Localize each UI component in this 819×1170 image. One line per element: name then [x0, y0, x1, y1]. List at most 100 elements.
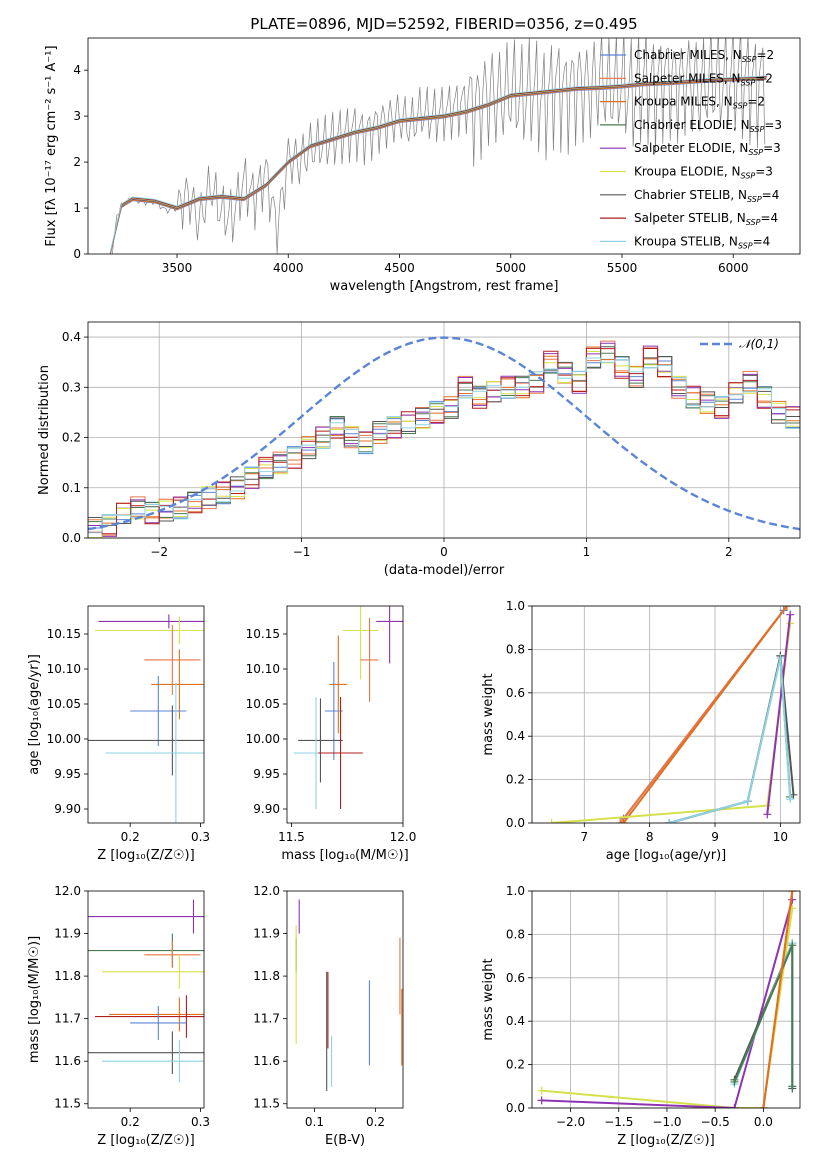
x-tick-label: 0.0 [754, 1115, 773, 1129]
gaussian-curve [88, 336, 800, 531]
x-tick-label: 0.1 [305, 1115, 324, 1129]
y-tick-label: 11.7 [253, 1012, 280, 1026]
x-tick-label: 0.2 [366, 1115, 385, 1129]
weight-marker [763, 810, 772, 819]
x-axis-label: age [log₁₀(age/yr)] [606, 848, 727, 863]
residual-legend: 𝒩(0,1) [700, 337, 779, 351]
weight-marker [730, 1077, 739, 1086]
y-tick-label: 9.95 [253, 767, 280, 781]
y-axis-label: age [log₁₀(age/yr)] [27, 654, 42, 775]
x-tick-label: 11.5 [278, 830, 305, 844]
y-tick-label: 0.2 [506, 1058, 525, 1072]
point-kroupa-elodie [95, 616, 204, 645]
x-tick-label: 0.3 [191, 1115, 210, 1129]
point-salpeter-miles [144, 942, 201, 968]
x-axis-label: Z [log₁₀(Z/Z☉)] [97, 848, 194, 863]
point-kroupa-stelib [102, 1039, 204, 1083]
y-tick-label: 12.0 [54, 884, 81, 898]
panel-age-vs-Z: 0.2 0.3 9.90 9.95 10.00 10.05 10.10 10.15 Z [log… [27, 605, 210, 863]
histogram [88, 346, 800, 526]
y-tick-label: 11.8 [253, 969, 280, 983]
gridlines [88, 322, 800, 539]
weight-marker [537, 1096, 546, 1105]
axes-frame [87, 37, 801, 255]
weight-marker [537, 1086, 546, 1095]
x-tick-label: −2.0 [556, 1115, 585, 1129]
y-tick-label: 12.0 [253, 884, 280, 898]
x-tick-label: 0.2 [121, 1115, 140, 1129]
legend-label: Chabrier STELIB, NSSP=4 [634, 188, 779, 204]
x-tick-label: −1.0 [652, 1115, 681, 1129]
y-tick-label: 9.90 [253, 802, 280, 816]
x-axis-label: wavelength [Angstrom, rest frame] [330, 279, 559, 294]
spectrum-title: PLATE=0896, MJD=52592, FIBERID=0356, z=0… [250, 15, 637, 33]
point-chabrier-stelib [298, 698, 343, 783]
plot-area [88, 614, 204, 823]
y-tick-label: 0.1 [62, 481, 81, 495]
legend-label: Chabrier ELODIE, NSSP=3 [634, 118, 782, 134]
y-axis-label: Flux [fλ 10⁻¹⁷ erg cm⁻² s⁻¹ A⁻¹] [44, 45, 59, 246]
y-tick-label: 0.8 [506, 927, 525, 941]
x-tick-label: −2 [150, 545, 168, 559]
plot-area [537, 891, 797, 1108]
point-salpeter-stelib [318, 697, 363, 809]
x-tick-label: 12.0 [390, 830, 417, 844]
point-chabrier-miles [324, 662, 343, 760]
y-tick-label: 9.90 [54, 802, 81, 816]
weight-marker [730, 1104, 739, 1108]
weight-line [541, 899, 794, 1108]
y-tick-label: 11.6 [54, 1054, 81, 1068]
gridlines [532, 605, 800, 824]
x-tick-label: 5500 [607, 261, 638, 275]
y-tick-label: 10.10 [246, 662, 280, 676]
legend-label: 𝒩(0,1) [739, 337, 779, 351]
point-kroupa-miles [109, 997, 204, 1032]
plot-area [88, 336, 800, 538]
panel-weight-vs-age: 7 8 9 10 0.0 0.2 0.4 0.6 0.8 1.0 age [log₁₀(age/yr… [481, 599, 801, 863]
x-axis-label: mass [log₁₀(M/M☉)] [281, 848, 408, 863]
point-kroupa-elodie [102, 954, 204, 989]
weight-marker [619, 819, 628, 823]
y-tick-label: 0 [73, 247, 81, 261]
point-kroupa-miles [151, 649, 204, 720]
x-tick-label: 6000 [718, 261, 749, 275]
y-axis-label: mass weight [481, 958, 496, 1040]
y-tick-label: 1.0 [506, 884, 525, 898]
legend-label: Salpeter ELODIE, NSSP=3 [634, 141, 781, 157]
panel-mass-vs-ebv: 0.1 0.2 11.5 11.6 11.7 11.8 11.9 12.0 E(B-V) [253, 884, 404, 1148]
panel-spectrum: 3500 4000 4500 5000 5500 6000 0 1 2 3 4 wavelength … [44, 37, 801, 294]
weight-line [762, 891, 794, 1108]
y-tick-label: 10.15 [47, 627, 81, 641]
point-salpeter-miles [144, 624, 201, 695]
y-axis-label: mass [log₁₀(M/M☉)] [27, 936, 42, 1063]
weight-marker [788, 1082, 797, 1091]
x-tick-label: 0.2 [121, 830, 140, 844]
y-tick-label: 0.4 [506, 1014, 525, 1028]
panel-weight-vs-Z: −2.0 −1.5 −1.0 −0.5 0.0 0.0 0.2 0.4 0.6 0.8 1.0 Z [… [481, 884, 801, 1148]
y-tick-label: 10.10 [47, 662, 81, 676]
axes-frame [531, 605, 801, 824]
model-kroupa-stelib [109, 75, 767, 253]
weight-marker [786, 610, 795, 619]
y-tick-label: 0.8 [506, 642, 525, 656]
y-tick-label: 10.05 [246, 697, 280, 711]
x-tick-label: 0 [440, 545, 448, 559]
y-tick-label: 3 [73, 109, 81, 123]
y-tick-label: 0.0 [506, 1101, 525, 1115]
weight-line [551, 623, 792, 823]
weight-marker [788, 891, 797, 895]
y-tick-label: 0.2 [62, 431, 81, 445]
y-tick-label: 0.6 [506, 971, 525, 985]
legend-label: Kroupa MILES, NSSP=2 [634, 95, 765, 111]
point-kroupa-miles [329, 635, 348, 734]
point-chabrier-miles [130, 676, 187, 746]
panel-age-vs-mass: 11.5 12.0 9.90 9.95 10.00 10.05 10.10 10.15 mass… [246, 605, 417, 863]
y-axis-label: mass weight [481, 673, 496, 755]
x-tick-label: −0.5 [701, 1115, 730, 1129]
histogram [88, 346, 800, 538]
y-tick-label: 11.5 [253, 1097, 280, 1111]
point-chabrier-stelib [88, 705, 204, 776]
x-tick-label: 9 [711, 830, 719, 844]
x-tick-label: 4000 [273, 261, 304, 275]
legend-label: Kroupa STELIB, NSSP=4 [634, 234, 770, 250]
